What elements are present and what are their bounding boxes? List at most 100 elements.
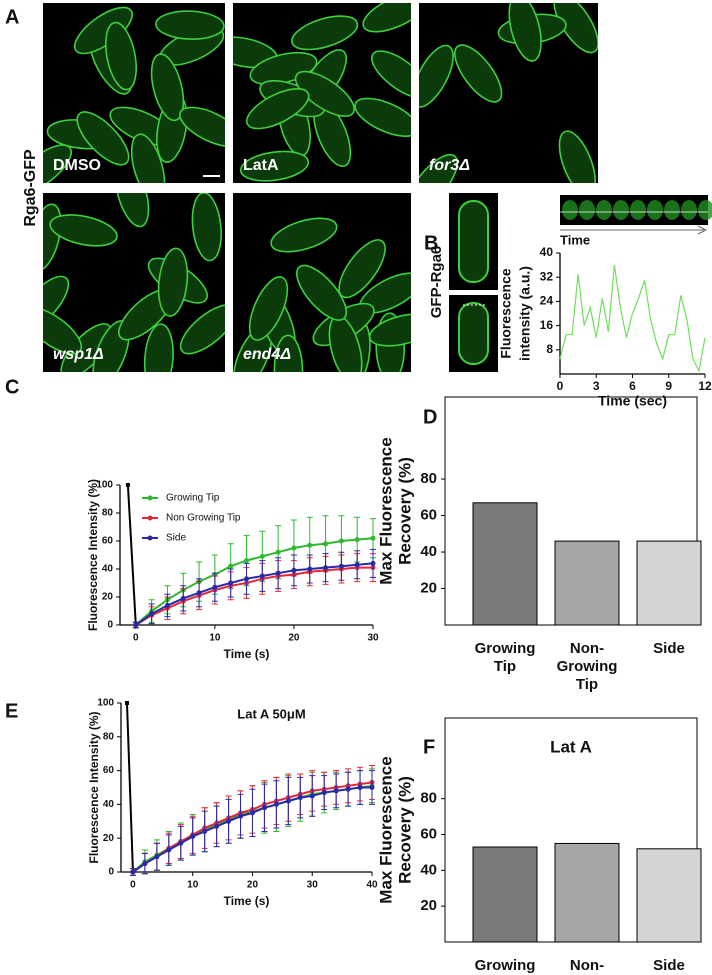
panel-b-label: GFP-Rga6 (428, 246, 445, 319)
x-tick-label: Side (653, 957, 685, 974)
data-point (214, 823, 220, 829)
x-tick-label: 20 (247, 880, 259, 891)
data-point (166, 847, 172, 853)
x-axis-label: Time (sec) (598, 393, 667, 409)
cell (458, 200, 489, 283)
cell (43, 275, 70, 332)
chart-title: Lat A 50μM (237, 706, 305, 721)
x-tick-label: Growing (475, 640, 536, 657)
x-tick-label: 30 (367, 633, 379, 644)
data-point (142, 861, 148, 867)
cell (76, 111, 130, 166)
x-tick-label: Growing (557, 658, 618, 675)
data-point (307, 542, 313, 548)
data-point (196, 590, 202, 596)
cell (143, 323, 174, 372)
data-point (154, 854, 160, 860)
y-axis-label: Fluorescence Intensity (%) (87, 711, 101, 863)
y-tick-label: 100 (96, 480, 113, 491)
y-tick-label: 60 (103, 765, 115, 776)
panel-label: E (5, 700, 18, 722)
data-point (238, 813, 244, 819)
data-point (285, 798, 291, 804)
cell (245, 87, 310, 130)
x-tick-label: 0 (557, 379, 564, 393)
cell (371, 50, 411, 99)
y-axis-label: Max Fluorescence (376, 756, 395, 903)
panel-label: A (5, 6, 19, 28)
cell (150, 53, 185, 122)
bar (636, 848, 702, 943)
y-tick-label: 20 (420, 579, 437, 596)
data-point (244, 558, 249, 564)
x-tick-label: 40 (366, 880, 378, 891)
data-point (244, 576, 249, 582)
x-tick-label: 10 (187, 880, 199, 891)
cell (49, 214, 118, 247)
micrograph (43, 193, 225, 372)
cell (508, 3, 542, 62)
y-axis-label: Fluorescence Intensity (%) (86, 479, 100, 631)
cell (179, 304, 225, 355)
cell (368, 313, 411, 347)
cell (191, 193, 222, 262)
y-tick-label: 24 (540, 294, 554, 308)
y-axis-label: Recovery (%) (395, 457, 414, 565)
y-axis-label: Max Fluorescence (376, 437, 395, 584)
data-point (275, 570, 281, 576)
x-tick-label: Non- (570, 640, 604, 657)
y-tick-label: 8 (546, 342, 553, 356)
y-axis-label: Fluorescence (498, 268, 514, 358)
data-point (370, 560, 376, 566)
data-point (178, 840, 184, 846)
data-point (370, 535, 376, 541)
x-tick-label: Tip (494, 658, 516, 675)
image-label: DMSO (53, 157, 101, 174)
micrograph (233, 3, 411, 183)
data-point (130, 869, 136, 875)
cell (43, 144, 72, 183)
kymo-spot (647, 200, 663, 220)
cell (419, 153, 459, 183)
data-point (338, 563, 344, 569)
data-point (323, 541, 329, 547)
cell (270, 217, 338, 253)
x-tick-label: 30 (307, 880, 319, 891)
data-point (149, 611, 155, 617)
data-point (354, 537, 360, 543)
cell (338, 239, 386, 299)
kymo-spot (613, 200, 629, 220)
data-point (261, 805, 267, 811)
prebleach-line (126, 484, 137, 626)
cell (558, 130, 597, 183)
y-tick-label: 40 (103, 799, 115, 810)
y-tick-label: 80 (103, 731, 115, 742)
image-label: end4Δ (243, 346, 291, 363)
data-point (357, 785, 363, 790)
image-label: for3Δ (429, 157, 470, 174)
y-tick-label: 20 (420, 897, 437, 914)
image-label: wsp1Δ (53, 346, 104, 363)
x-axis-label: Time (s) (224, 894, 270, 908)
panel-a-ylabel: Rga6-GFP (22, 149, 39, 227)
x-tick-label: 6 (629, 379, 636, 393)
kymo-spot (698, 200, 712, 220)
x-tick-label: 12 (698, 379, 712, 393)
y-tick-label: 16 (540, 318, 554, 332)
legend-label: Side (166, 533, 186, 544)
x-tick-label: 3 (593, 379, 600, 393)
micrograph (43, 3, 225, 183)
bar (472, 502, 538, 626)
x-axis-label: Time (s) (224, 647, 270, 661)
cell (248, 276, 289, 341)
data-point (228, 580, 234, 586)
kymo-spot (664, 200, 680, 220)
x-tick-label: Growing (475, 957, 536, 974)
y-tick-label: 60 (102, 536, 114, 547)
x-tick-label: Side (653, 640, 685, 657)
cell (179, 106, 225, 148)
kymo-spot (579, 200, 595, 220)
y-axis-label: intensity (a.u.) (517, 266, 533, 361)
kymo-spot (562, 200, 578, 220)
kymograph-label: Time (560, 232, 590, 247)
